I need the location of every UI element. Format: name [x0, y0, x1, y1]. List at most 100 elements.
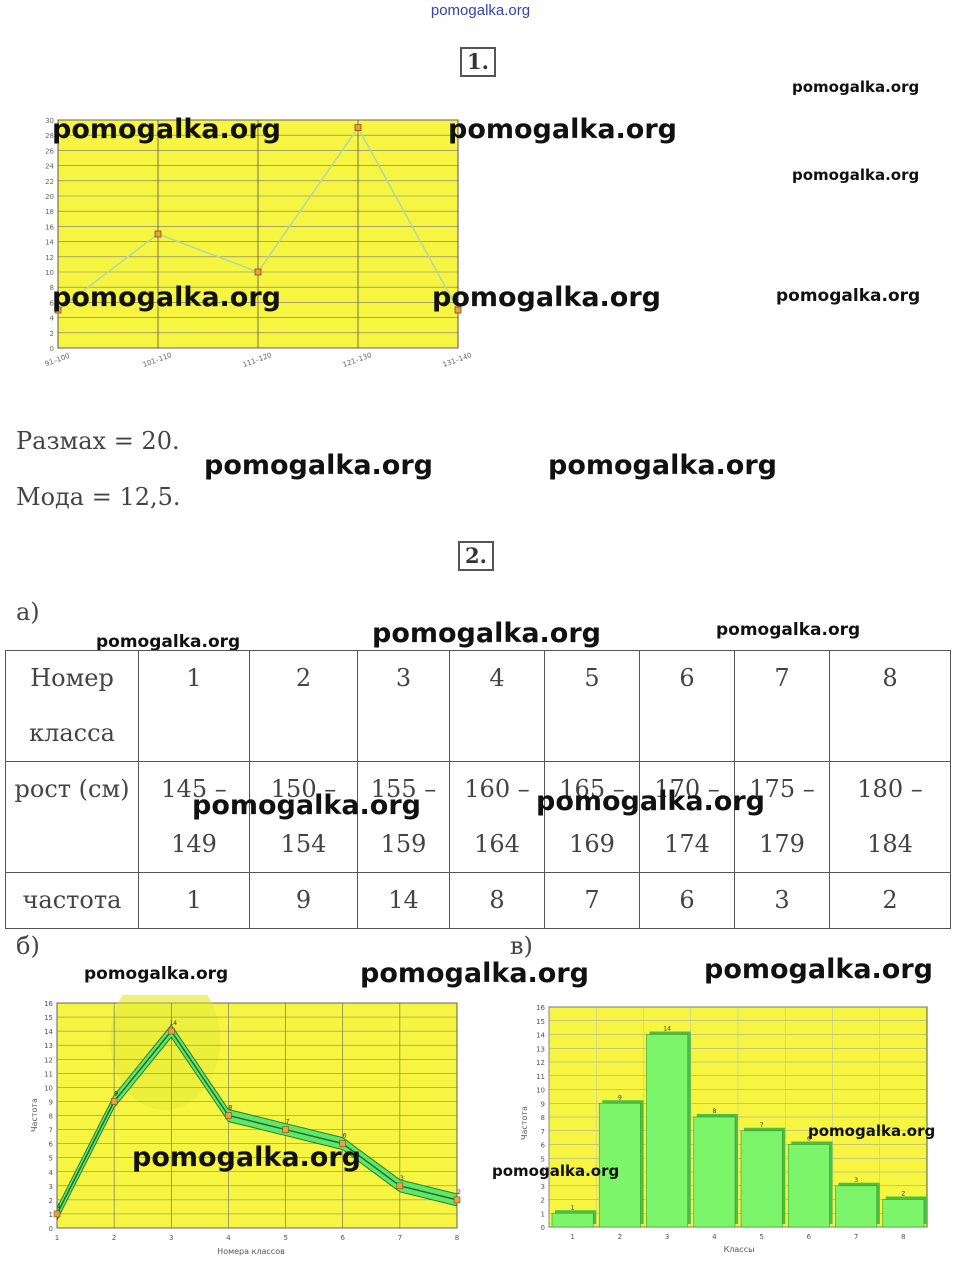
- chart1-y-tick-label: 14: [45, 239, 54, 247]
- chart1-y-tick-label: 22: [45, 178, 54, 186]
- chart2b-y-tick-label: 5: [49, 1155, 53, 1163]
- chart2v-y-tick-label: 3: [541, 1183, 545, 1191]
- watermark: pomogalka.org: [808, 1122, 936, 1140]
- freq-cell: 9: [249, 872, 358, 929]
- chart2v-y-tick-label: 9: [541, 1100, 545, 1108]
- chart1-y-tick-label: 28: [45, 132, 54, 140]
- chart2b-data-label: 7: [286, 1119, 290, 1126]
- task-number-2: 2.: [458, 541, 494, 571]
- watermark: pomogalka.org: [84, 964, 229, 984]
- chart1-x-ticks: 91–100 101–110 111–120 121–130 131–140: [44, 351, 473, 369]
- watermark: pomogalka.org: [492, 1162, 620, 1180]
- chart2b-y-tick-label: 8: [49, 1113, 53, 1121]
- height-cell: 165 –169: [544, 761, 640, 873]
- chart2b-y-tick-label: 4: [49, 1169, 54, 1177]
- chart2b-x-tick-label: 1: [55, 1234, 59, 1242]
- chart2b-markers: 1 9 14 8 7 6 3 2: [53, 1020, 461, 1218]
- freq-cell: 14: [357, 872, 450, 929]
- height-cell: 160 –164: [449, 761, 545, 873]
- chart2v-x-ticks: 1 2 3 4 5 6 7 8: [570, 1233, 905, 1241]
- class-cell: 8: [829, 650, 951, 762]
- chart2b-data-label: 6: [343, 1133, 347, 1140]
- chart1-point: [254, 268, 262, 276]
- freq-cell: 6: [639, 872, 735, 929]
- chart2b-series-line: [56, 1029, 458, 1215]
- chart1-y-tick-label: 2: [50, 330, 54, 338]
- table-row-class-number: Номер класса 1 2 3 4 5 6 7 8: [5, 650, 951, 762]
- chart2b-x-ticks: 1 2 3 4 5 6 7 8: [55, 1234, 459, 1242]
- chart2v-y-tick-label: 5: [541, 1155, 545, 1163]
- chart2v-x-tick-label: 5: [759, 1233, 763, 1241]
- chart2v-y-label: Частота: [520, 1106, 529, 1140]
- class-cell: 1: [138, 650, 250, 762]
- chart1-y-tick-label: 24: [45, 163, 54, 171]
- freq-cell: 2: [829, 872, 951, 929]
- chart2b-point: [339, 1140, 347, 1147]
- chart2b-point: [225, 1112, 232, 1119]
- chart2v-y-tick-label: 2: [541, 1197, 545, 1205]
- chart2v-x-tick-label: 3: [665, 1233, 669, 1241]
- chart1-markers: [54, 124, 462, 314]
- chart2b-grid: [56, 1002, 458, 1229]
- chart1-y-tick-label: 18: [45, 208, 54, 216]
- chart2b-y-tick-label: 11: [44, 1070, 53, 1078]
- height-cell: 175 –179: [734, 761, 830, 873]
- chart2v-y-tick-label: 6: [541, 1142, 546, 1150]
- chart2v-x-tick-label: 4: [712, 1233, 717, 1241]
- chart2v-x-tick-label: 1: [570, 1233, 574, 1241]
- chart2b-data-label: 2: [457, 1189, 461, 1196]
- height-cell: 145 –149: [138, 761, 250, 873]
- chart2b-y-tick-label: 0: [49, 1225, 53, 1233]
- table-row-height: рост (см) 145 –149 150 –154 155 –159 160…: [5, 761, 951, 873]
- chart2v-y-tick-label: 7: [541, 1128, 545, 1136]
- chart2v-bar: [646, 1034, 689, 1228]
- chart2b-data-label: 9: [114, 1090, 118, 1097]
- chart2v-y-tick-label: 14: [536, 1032, 545, 1040]
- chart2b-point: [396, 1182, 404, 1190]
- chart2v-data-label: 6: [807, 1136, 811, 1143]
- chart1-grid: [57, 119, 459, 349]
- chart2b-data-label: 1: [57, 1203, 61, 1210]
- height-cell: 180 –184: [829, 761, 951, 873]
- chart2b-y-label: Частота: [30, 1098, 39, 1132]
- chart1-y-tick-label: 12: [45, 254, 54, 262]
- chart2b-y-tick-label: 6: [49, 1141, 54, 1149]
- watermark: pomogalka.org: [792, 166, 920, 184]
- height-cell: 155 –159: [357, 761, 450, 873]
- chart1-point: [354, 124, 362, 132]
- chart1-y-tick-label: 10: [45, 269, 54, 277]
- freq-cell: 3: [734, 872, 830, 929]
- chart2v-x-tick-label: 6: [807, 1233, 812, 1241]
- chart1-y-tick-label: 0: [50, 345, 54, 353]
- watermark: pomogalka.org: [132, 1142, 361, 1173]
- row-header-height: рост (см): [5, 761, 139, 873]
- chart1-y-tick-label: 26: [45, 147, 54, 155]
- watermark: pomogalka.org: [548, 450, 777, 481]
- watermark: pomogalka.org: [432, 282, 661, 313]
- chart2b-point: [53, 1210, 61, 1218]
- chart2v-y-tick-label: 10: [536, 1087, 545, 1095]
- mode-text: Мода = 12,5.: [16, 483, 181, 511]
- chart2v-y-tick-label: 1: [541, 1210, 545, 1218]
- chart2b-x-tick-label: 7: [398, 1234, 402, 1242]
- range-text: Размах = 20.: [16, 427, 180, 455]
- chart2v-y-tick-label: 8: [541, 1114, 545, 1122]
- chart1-y-tick-label: 20: [45, 193, 54, 201]
- watermark: pomogalka.org: [192, 790, 421, 821]
- chart2v-data-label: 8: [712, 1108, 716, 1115]
- chart2b-data-label: 8: [229, 1105, 233, 1112]
- chart2b-y-tick-label: 12: [44, 1056, 53, 1064]
- chart2v-y-tick-label: 4: [541, 1169, 546, 1177]
- chart2b-y-tick-label: 1: [49, 1211, 53, 1219]
- chart1-point: [54, 306, 62, 314]
- site-header[interactable]: pomogalka.org: [430, 2, 531, 19]
- chart1-x-tick-label: 111–120: [242, 351, 273, 369]
- chart2v-data-label: 14: [663, 1026, 671, 1033]
- chart2v-y-tick-label: 16: [536, 1004, 545, 1012]
- chart2b-x-tick-label: 2: [112, 1234, 116, 1242]
- chart2b-data-label: 3: [400, 1175, 404, 1182]
